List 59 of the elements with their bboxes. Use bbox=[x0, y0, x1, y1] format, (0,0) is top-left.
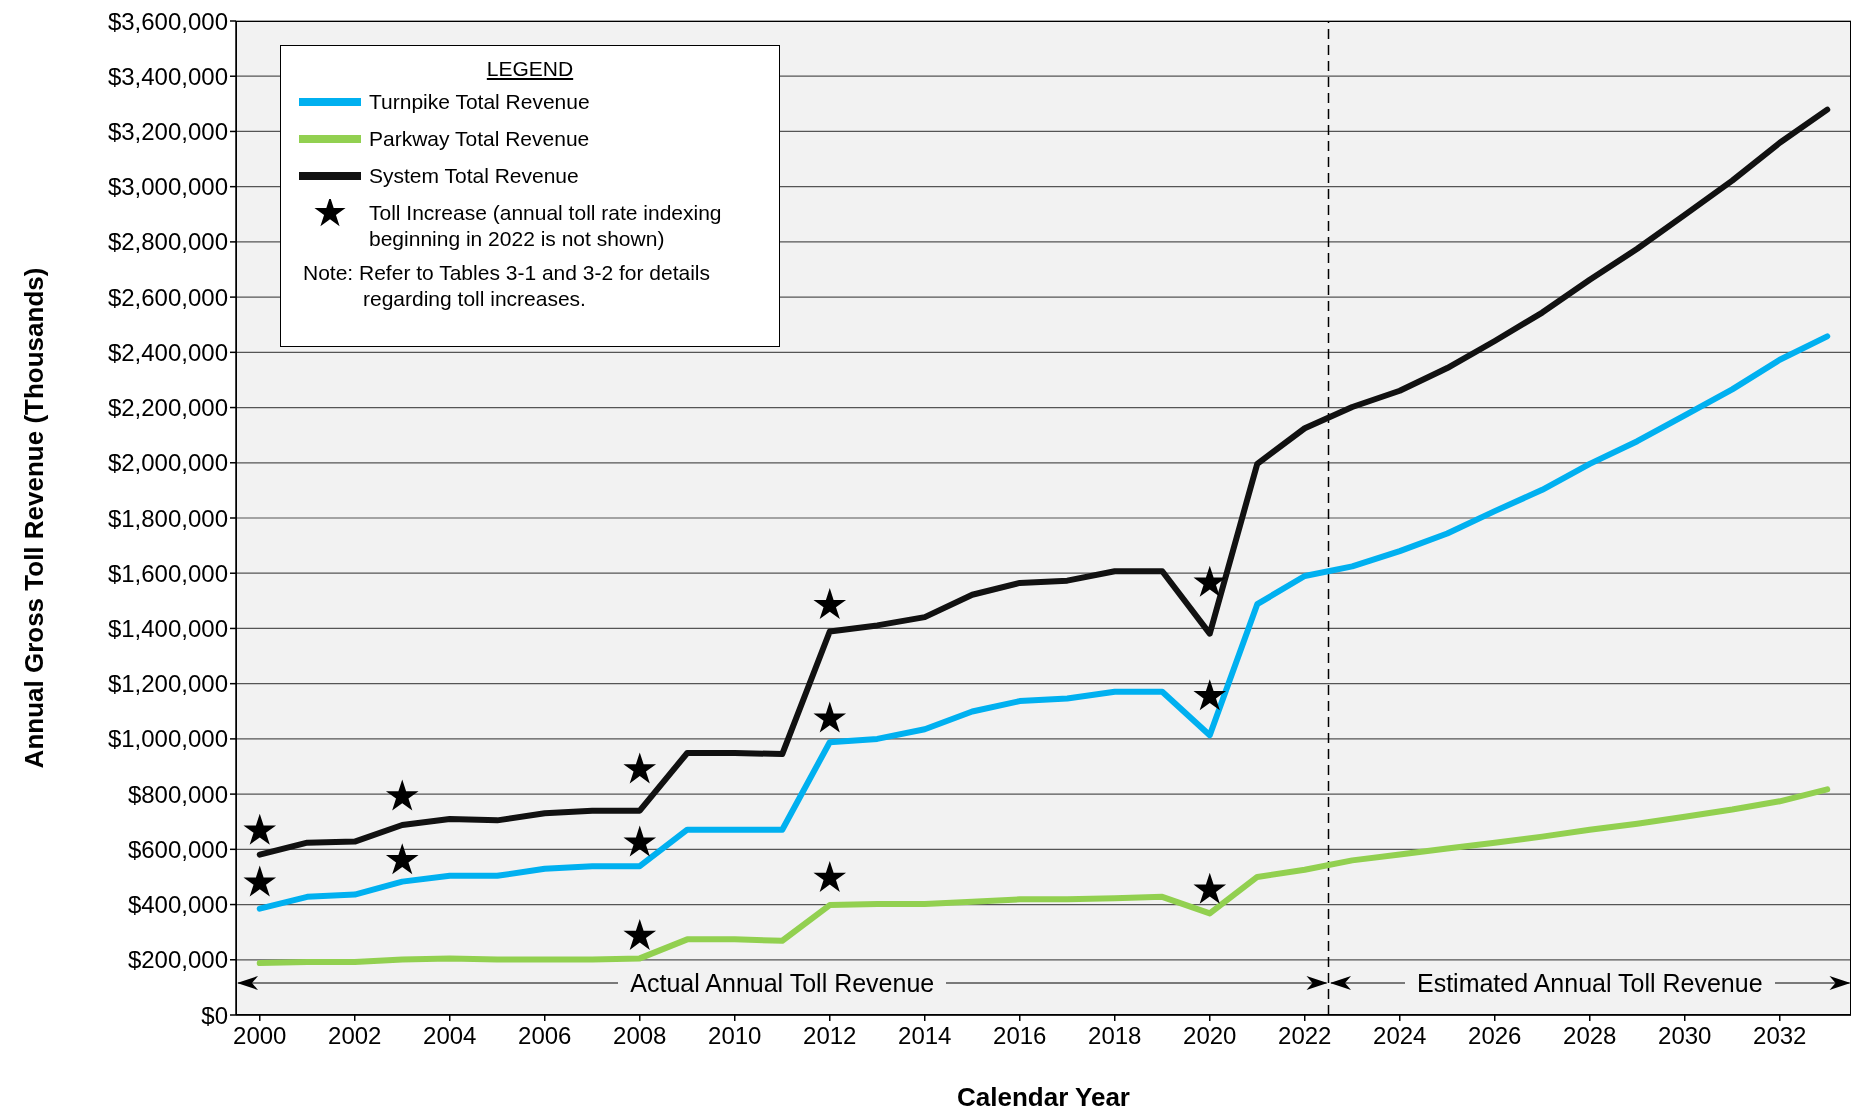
x-tick-label: 2010 bbox=[708, 1022, 762, 1050]
x-tick-label: 2016 bbox=[993, 1022, 1047, 1050]
legend-label: System Total Revenue bbox=[369, 163, 579, 189]
y-axis-title: Annual Gross Toll Revenue (Thousands) bbox=[19, 267, 50, 769]
y-tick-label: $200,000 bbox=[127, 946, 228, 974]
annotation: Estimated Annual Toll Revenue bbox=[1404, 969, 1775, 997]
point bbox=[813, 701, 847, 733]
y-tick-label: $1,600,000 bbox=[107, 559, 228, 587]
point bbox=[813, 860, 847, 892]
x-tick-label: 2024 bbox=[1373, 1022, 1427, 1050]
x-tick-label: 2026 bbox=[1468, 1022, 1522, 1050]
legend-label: Parkway Total Revenue bbox=[369, 126, 590, 152]
x-tick-label: 2012 bbox=[803, 1022, 857, 1050]
y-tick-label: $3,000,000 bbox=[107, 173, 228, 201]
x-tick-label: 2008 bbox=[613, 1022, 667, 1050]
y-tick-label: $600,000 bbox=[127, 835, 228, 863]
legend-label: Turnpike Total Revenue bbox=[369, 89, 590, 115]
x-tick-label: 2002 bbox=[328, 1022, 382, 1050]
y-tick-label: $2,800,000 bbox=[107, 228, 228, 256]
point bbox=[623, 918, 657, 950]
x-tick-label: 2004 bbox=[423, 1022, 477, 1050]
y-tick-label: $1,200,000 bbox=[107, 670, 228, 698]
x-tick-label: 2028 bbox=[1563, 1022, 1617, 1050]
annotation: Note: Refer to Tables 3-1 and 3-2 for details regarding toll increases. bbox=[302, 260, 711, 312]
x-tick-label: 2032 bbox=[1753, 1022, 1807, 1050]
x-tick-label: 2030 bbox=[1658, 1022, 1712, 1050]
x-tick-label: 2022 bbox=[1278, 1022, 1332, 1050]
y-tick-label: $2,600,000 bbox=[107, 283, 228, 311]
point bbox=[813, 588, 847, 620]
point bbox=[243, 865, 277, 897]
annotation: Actual Annual Toll Revenue bbox=[618, 969, 947, 997]
x-tick-label: 2018 bbox=[1088, 1022, 1142, 1050]
point bbox=[1193, 679, 1227, 711]
x-tick-label: 2006 bbox=[518, 1022, 572, 1050]
y-tick-label: $1,400,000 bbox=[107, 614, 228, 642]
y-tick-label: $2,200,000 bbox=[107, 394, 228, 422]
y-tick-label: $2,000,000 bbox=[107, 449, 228, 477]
point bbox=[623, 825, 657, 857]
point bbox=[243, 813, 277, 845]
x-tick-label: 2000 bbox=[233, 1022, 287, 1050]
x-tick-label: 2014 bbox=[898, 1022, 952, 1050]
y-tick-label: $1,000,000 bbox=[107, 725, 228, 753]
y-tick-label: $0 bbox=[201, 1001, 228, 1029]
y-tick-label: $800,000 bbox=[127, 780, 228, 808]
y-tick-label: $3,400,000 bbox=[107, 62, 228, 90]
point bbox=[623, 752, 657, 784]
x-axis-title: Calendar Year bbox=[957, 1082, 1130, 1112]
y-tick-label: $1,800,000 bbox=[107, 504, 228, 532]
y-tick-label: $3,200,000 bbox=[107, 117, 228, 145]
legend-label: Toll Increase (annual toll rate indexing beginning in 2022 is not shown) bbox=[369, 200, 723, 252]
x-tick-label: 2020 bbox=[1183, 1022, 1237, 1050]
point bbox=[1193, 565, 1227, 597]
y-tick-label: $2,400,000 bbox=[107, 338, 228, 366]
point bbox=[1193, 872, 1227, 904]
point bbox=[385, 779, 419, 811]
y-tick-label: $3,600,000 bbox=[107, 7, 228, 35]
y-tick-label: $400,000 bbox=[127, 891, 228, 919]
legend-title: LEGEND bbox=[485, 56, 575, 82]
point bbox=[385, 843, 419, 875]
